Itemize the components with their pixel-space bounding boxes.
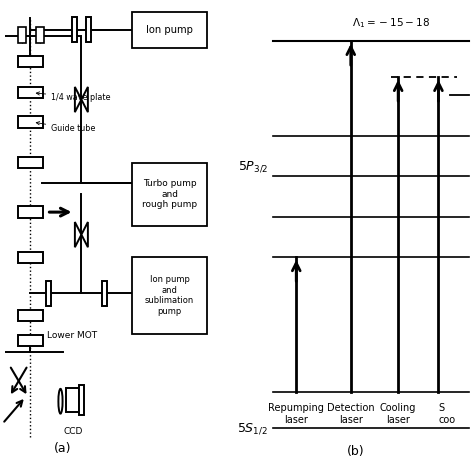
Bar (132, 12, 207, 48)
Text: S
coo: S coo (438, 403, 456, 425)
Bar (18, 310, 43, 321)
Bar (18, 55, 43, 67)
Ellipse shape (58, 389, 63, 414)
Bar (102, 281, 107, 306)
Bar (18, 207, 43, 218)
Polygon shape (82, 87, 88, 112)
Bar (132, 257, 207, 334)
Bar (86, 18, 91, 42)
Text: Turbo pump
and
rough pump: Turbo pump and rough pump (142, 179, 197, 209)
Text: CCD: CCD (64, 428, 83, 437)
Polygon shape (75, 87, 82, 112)
Bar (18, 157, 43, 168)
Bar (46, 281, 51, 306)
Bar (72, 18, 77, 42)
Bar (79, 385, 84, 415)
Bar (18, 27, 26, 43)
Bar (66, 388, 79, 412)
Text: Ion pump: Ion pump (146, 25, 193, 35)
Polygon shape (75, 222, 82, 247)
Bar (18, 117, 43, 128)
Text: $\Lambda_1 = -15 - 18$: $\Lambda_1 = -15 - 18$ (352, 16, 430, 30)
Text: Cooling
laser: Cooling laser (380, 403, 416, 425)
Text: Repumping
laser: Repumping laser (268, 403, 324, 425)
Text: (a): (a) (54, 442, 72, 455)
Text: $5P_{3/2}$: $5P_{3/2}$ (237, 160, 268, 174)
Text: Detection
laser: Detection laser (327, 403, 374, 425)
Bar (18, 252, 43, 263)
Text: $5S_{1/2}$: $5S_{1/2}$ (237, 421, 268, 436)
Text: (b): (b) (346, 445, 365, 457)
Polygon shape (82, 222, 88, 247)
Text: Lower MOT: Lower MOT (46, 331, 97, 340)
Text: Guide tube: Guide tube (36, 122, 96, 133)
Bar (36, 27, 44, 43)
Bar (18, 87, 43, 99)
Bar (18, 335, 43, 346)
Text: Ion pump
and
sublimation
pump: Ion pump and sublimation pump (145, 275, 194, 316)
Bar (132, 163, 207, 226)
Text: 1/4 wave plate: 1/4 wave plate (36, 92, 111, 102)
